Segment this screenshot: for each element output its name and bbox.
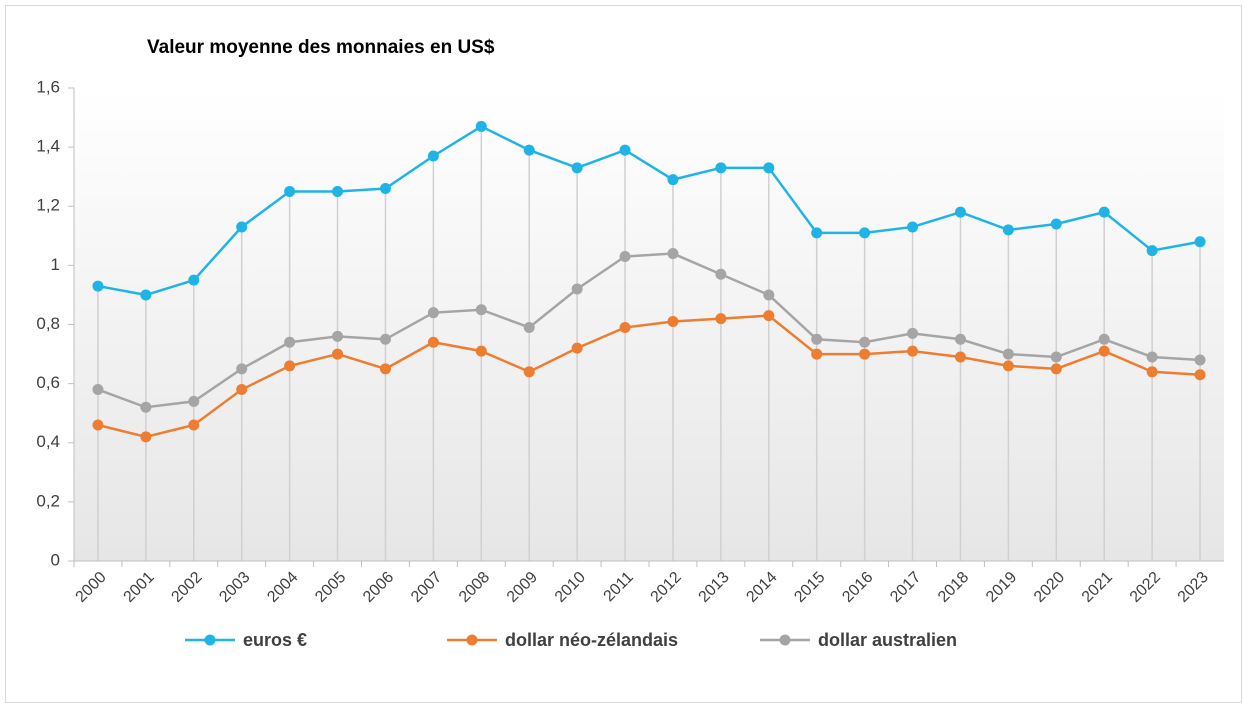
series-marker — [619, 251, 631, 263]
series-marker — [140, 289, 152, 301]
series-marker — [427, 307, 439, 319]
series-marker — [284, 360, 296, 372]
y-tick-label: 1,2 — [36, 196, 60, 215]
series-marker — [1050, 351, 1062, 363]
series-marker — [140, 401, 152, 413]
series-marker — [859, 336, 871, 348]
series-marker — [1002, 224, 1014, 236]
series-marker — [1002, 348, 1014, 360]
series-marker — [715, 268, 727, 280]
series-marker — [427, 336, 439, 348]
series-marker — [1194, 354, 1206, 366]
series-marker — [284, 185, 296, 197]
series-marker — [427, 150, 439, 162]
series-marker — [236, 384, 248, 396]
series-marker — [92, 384, 104, 396]
series-marker — [523, 366, 535, 378]
series-marker — [811, 227, 823, 239]
series-marker — [811, 333, 823, 345]
series-marker — [571, 342, 583, 354]
series-marker — [188, 395, 200, 407]
series-marker — [571, 162, 583, 174]
series-marker — [1098, 345, 1110, 357]
series-marker — [619, 321, 631, 333]
series-marker — [332, 185, 344, 197]
series-marker — [332, 330, 344, 342]
series-marker — [763, 162, 775, 174]
series-marker — [188, 419, 200, 431]
y-tick-label: 1,4 — [36, 137, 60, 156]
series-marker — [907, 221, 919, 233]
series-marker — [140, 431, 152, 443]
legend-marker — [779, 634, 791, 646]
series-marker — [1146, 366, 1158, 378]
series-marker — [1002, 360, 1014, 372]
series-marker — [379, 183, 391, 195]
series-marker — [763, 289, 775, 301]
series-marker — [1146, 351, 1158, 363]
series-marker — [619, 144, 631, 156]
series-marker — [859, 227, 871, 239]
series-marker — [92, 280, 104, 292]
series-marker — [523, 144, 535, 156]
series-line — [97, 125, 1201, 297]
series-marker — [475, 304, 487, 316]
series-marker — [1098, 206, 1110, 218]
series-marker — [92, 419, 104, 431]
series-marker — [379, 333, 391, 345]
legend-marker — [466, 634, 478, 646]
series-marker — [1194, 236, 1206, 248]
series-marker — [667, 248, 679, 260]
series-marker — [571, 283, 583, 295]
series-marker — [332, 348, 344, 360]
series-marker — [1050, 218, 1062, 230]
chart-title: Valeur moyenne des monnaies en US$ — [147, 37, 495, 58]
series-line — [97, 314, 1201, 439]
series-marker — [1146, 245, 1158, 257]
series-marker — [715, 313, 727, 325]
y-tick-label: 1 — [51, 255, 60, 274]
legend-label: dollar néo-zélandais — [505, 630, 678, 650]
series-marker — [954, 206, 966, 218]
y-tick-label: 0,8 — [36, 314, 60, 333]
legend-label: dollar australien — [818, 630, 957, 650]
series-marker — [1098, 333, 1110, 345]
series-marker — [188, 274, 200, 286]
series-marker — [236, 363, 248, 375]
series-marker — [475, 120, 487, 132]
series-marker — [763, 310, 775, 322]
series-marker — [907, 345, 919, 357]
series-marker — [954, 333, 966, 345]
legend-marker — [204, 634, 216, 646]
series-marker — [907, 327, 919, 339]
series-line — [97, 252, 1201, 409]
series-marker — [236, 221, 248, 233]
series-marker — [667, 174, 679, 186]
y-tick-label: 0,6 — [36, 373, 60, 392]
series-marker — [379, 363, 391, 375]
series-marker — [1050, 363, 1062, 375]
series-marker — [1194, 369, 1206, 381]
series-marker — [811, 348, 823, 360]
y-tick-label: 0,2 — [36, 491, 60, 510]
series-marker — [859, 348, 871, 360]
y-tick-label: 0,4 — [36, 432, 60, 451]
series-marker — [475, 345, 487, 357]
series-marker — [715, 162, 727, 174]
series-marker — [523, 321, 535, 333]
y-tick-label: 1,6 — [36, 77, 60, 96]
legend-label: euros € — [243, 630, 307, 650]
series-marker — [667, 316, 679, 328]
y-tick-label: 0 — [51, 550, 60, 569]
series-marker — [954, 351, 966, 363]
series-marker — [284, 336, 296, 348]
